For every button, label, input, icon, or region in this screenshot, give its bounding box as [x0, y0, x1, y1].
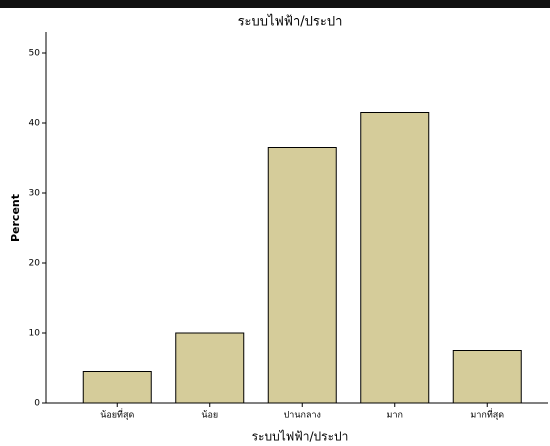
- x-tick-label: น้อยที่สุด: [100, 408, 134, 421]
- x-tick-label: มาก: [387, 411, 403, 421]
- x-axis-label: ระบบไฟฟ้า/ประปา: [252, 430, 349, 444]
- y-tick-label: 20: [29, 259, 41, 269]
- x-tick-label: มากที่สุด: [470, 408, 504, 421]
- y-tick-label: 40: [29, 119, 41, 129]
- y-tick-label: 30: [29, 189, 41, 199]
- bar: [82, 371, 152, 404]
- bar: [452, 350, 522, 404]
- x-tick-label: น้อย: [201, 410, 218, 421]
- y-tick-label: 50: [29, 49, 41, 59]
- chart-title: ระบบไฟฟ้า/ประปา: [238, 14, 343, 30]
- bar: [175, 332, 245, 404]
- top-bar: [0, 0, 550, 8]
- y-tick-label: 10: [29, 329, 41, 339]
- y-axis-label: Percent: [9, 194, 22, 242]
- bar: [360, 112, 430, 404]
- x-tick-label: ปานกลาง: [284, 411, 321, 421]
- y-tick-label: 0: [34, 399, 40, 409]
- bar: [267, 147, 337, 404]
